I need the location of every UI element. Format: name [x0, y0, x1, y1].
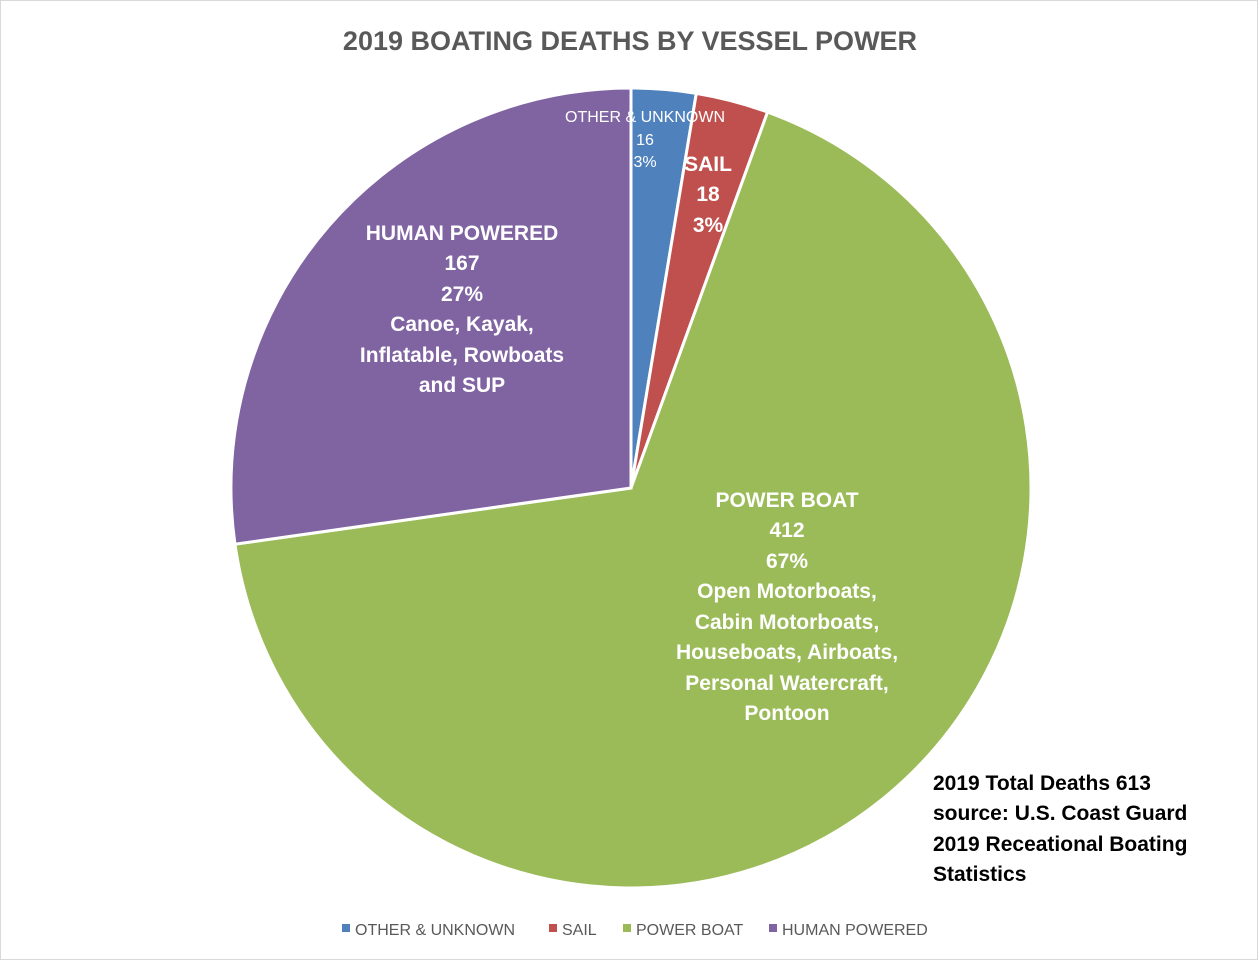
annotation-line: 2019 Total Deaths 613 [933, 772, 1151, 795]
pie-slice-power-boat [233, 110, 1033, 890]
label-sail: SAIL 18 3% [684, 153, 732, 237]
data-label-name: OTHER & UNKNOWN [565, 109, 725, 126]
legend-label: OTHER & UNKNOWN [355, 922, 515, 939]
legend-label: HUMAN POWERED [782, 922, 928, 939]
pie-slice-human-powered [229, 86, 633, 546]
data-label-value: 412 [769, 519, 804, 542]
data-label-detail: Open Motorboats, [697, 580, 877, 603]
data-label-value: 18 [696, 183, 720, 206]
annotation-line: Statistics [933, 863, 1026, 886]
data-label-detail: Cabin Motorboats, [695, 611, 879, 634]
data-label-detail: Canoe, Kayak, [390, 313, 534, 336]
legend: OTHER & UNKNOWN SAIL POWER BOAT HUMAN PO… [342, 922, 928, 939]
data-label-name: POWER BOAT [715, 489, 858, 512]
chart-title: 2019 BOATING DEATHS BY VESSEL POWER [343, 26, 917, 56]
label-human-powered: HUMAN POWERED 167 27% Canoe, Kayak, Infl… [360, 222, 564, 397]
legend-label: SAIL [562, 922, 597, 939]
data-label-name: SAIL [684, 153, 732, 176]
annotation-line: 2019 Receational Boating [933, 833, 1187, 856]
data-label-value: 167 [444, 252, 479, 275]
annotation: 2019 Total Deaths 613 source: U.S. Coast… [933, 772, 1187, 886]
data-label-value: 16 [636, 132, 654, 149]
data-label-percent: 27% [441, 283, 483, 306]
legend-swatch-power-boat [623, 924, 631, 932]
data-label-detail: and SUP [419, 374, 505, 397]
legend-swatch-human-powered [769, 924, 777, 932]
annotation-line: source: U.S. Coast Guard [933, 802, 1187, 825]
label-power-boat: POWER BOAT 412 67% Open Motorboats, Cabi… [676, 489, 898, 725]
data-label-detail: Inflatable, Rowboats [360, 344, 564, 367]
data-label-detail: Houseboats, Airboats, [676, 641, 898, 664]
data-label-name: HUMAN POWERED [366, 222, 559, 245]
data-label-detail: Personal Watercraft, [685, 672, 888, 695]
label-other: OTHER & UNKNOWN 16 3% [565, 109, 725, 171]
legend-swatch-sail [549, 924, 557, 932]
data-label-percent: 3% [693, 214, 724, 237]
data-label-percent: 3% [633, 154, 656, 171]
data-label-percent: 67% [766, 550, 808, 573]
legend-label: POWER BOAT [636, 922, 743, 939]
data-label-detail: Pontoon [744, 702, 829, 725]
legend-swatch-other [342, 924, 350, 932]
